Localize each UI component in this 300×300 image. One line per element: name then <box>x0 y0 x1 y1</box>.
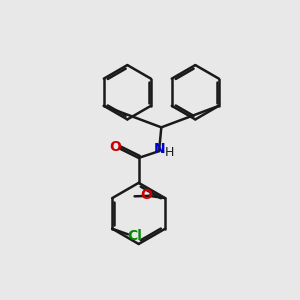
Text: O: O <box>110 140 121 154</box>
Text: O: O <box>140 188 152 202</box>
Text: N: N <box>154 142 166 156</box>
Text: H: H <box>165 146 175 159</box>
Text: Cl: Cl <box>128 229 142 242</box>
